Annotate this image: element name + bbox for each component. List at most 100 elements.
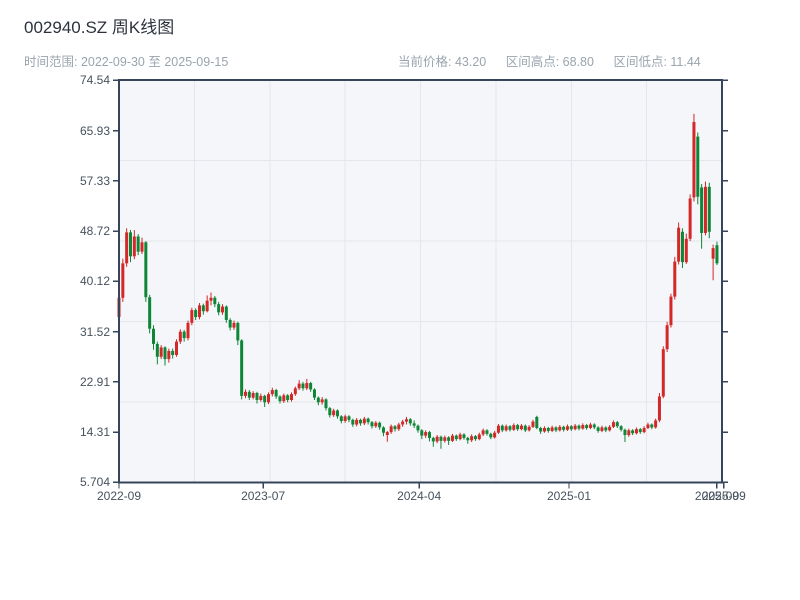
candle-body [443,437,447,441]
candle-body [577,425,581,429]
candle-body [389,426,393,433]
candle-body [677,227,681,262]
candle-body [489,433,493,438]
candle-body [240,340,244,396]
candle-body [504,426,508,431]
candle-body [125,232,129,264]
y-tick-label: 65.93 [79,123,110,138]
candle-body [631,430,635,434]
candle-body [661,349,665,397]
candle-body [581,425,585,429]
candle-body [416,425,420,431]
candle-body [144,242,148,298]
x-tick-label: 2025-09 [701,489,746,504]
candle-body [546,428,550,431]
candle-body [627,430,631,436]
candle-body [454,435,458,440]
candle-body [646,424,650,429]
page-title: 002940.SZ 周K线图 [24,18,175,37]
candle-body [638,429,642,433]
candle-body [374,422,378,427]
candle-body [343,416,347,422]
candle-body [174,341,178,356]
candle-body [680,231,684,263]
candle-body [539,428,543,432]
candle-body [259,395,263,400]
range-low-stat: 区间低点: 11.44 [613,55,701,69]
candle-body [209,297,213,301]
candle-body [255,392,259,400]
candle-body [355,419,359,425]
candle-body [366,418,370,423]
candle-body [431,437,435,442]
candle-body [274,390,278,397]
candle-body [251,392,255,398]
candle-body [439,436,443,441]
candle-body [243,391,247,396]
candle-body [485,430,489,434]
candle-body [715,245,719,264]
y-tick-label: 74.54 [79,73,110,88]
candle-body [339,416,343,422]
candle-body [412,423,416,426]
candle-body [121,263,125,298]
candle-body [385,432,389,436]
candle-body [554,427,558,431]
axis-ticks [113,79,728,489]
candle-body [516,425,520,430]
x-tick-label: 2022-09 [96,489,142,504]
candle-body [558,426,562,431]
candle-body [496,425,500,433]
candle-body [136,236,140,252]
candle-body [324,399,328,409]
candle-body [654,420,658,428]
candle-body [696,136,700,197]
candle-body [232,322,236,328]
candle-body [585,425,589,429]
candle-body [201,305,205,312]
candle-body [197,305,201,318]
candle-body [508,426,512,430]
candle-body [435,436,439,442]
candle-body [171,350,175,356]
candle-body [167,350,171,360]
candle-body [370,422,374,427]
candle-body [128,232,132,257]
candle-body [404,419,408,422]
candle-body [623,429,627,436]
candle-body [573,425,577,430]
date-range-label: 时间范围: 2022-09-30 至 2025-09-15 [24,55,229,69]
candle-body [550,427,554,431]
candle-body [462,434,466,438]
x-tick-label: 2025-01 [546,489,591,504]
candle-body [424,432,428,436]
current-price-stat: 当前价格: 43.20 [398,55,487,69]
candle-body [481,430,485,435]
candle-body [297,383,301,389]
y-tick-label: 40.12 [79,274,110,289]
candle-body [692,121,696,198]
candle-body [542,428,546,432]
candle-body [703,186,707,233]
candle-body [305,383,309,389]
candle-body [155,343,159,357]
candle-body [278,396,282,402]
candle-body [335,410,339,417]
y-tick-label: 5.704 [79,475,110,490]
candle-body [615,422,619,427]
candle-body [707,186,711,232]
candle-body [316,397,320,403]
candle-body [213,297,217,305]
candle-body [362,418,366,424]
candle-body [657,396,661,421]
candle-body [159,347,163,357]
candle-body [673,261,677,297]
candle-body [562,426,566,430]
candle-body [650,424,654,428]
candle-body [665,325,669,350]
candle-body [588,424,592,429]
candle-body [519,425,523,430]
candle-body [397,424,401,430]
y-tick-label: 22.91 [79,374,110,389]
